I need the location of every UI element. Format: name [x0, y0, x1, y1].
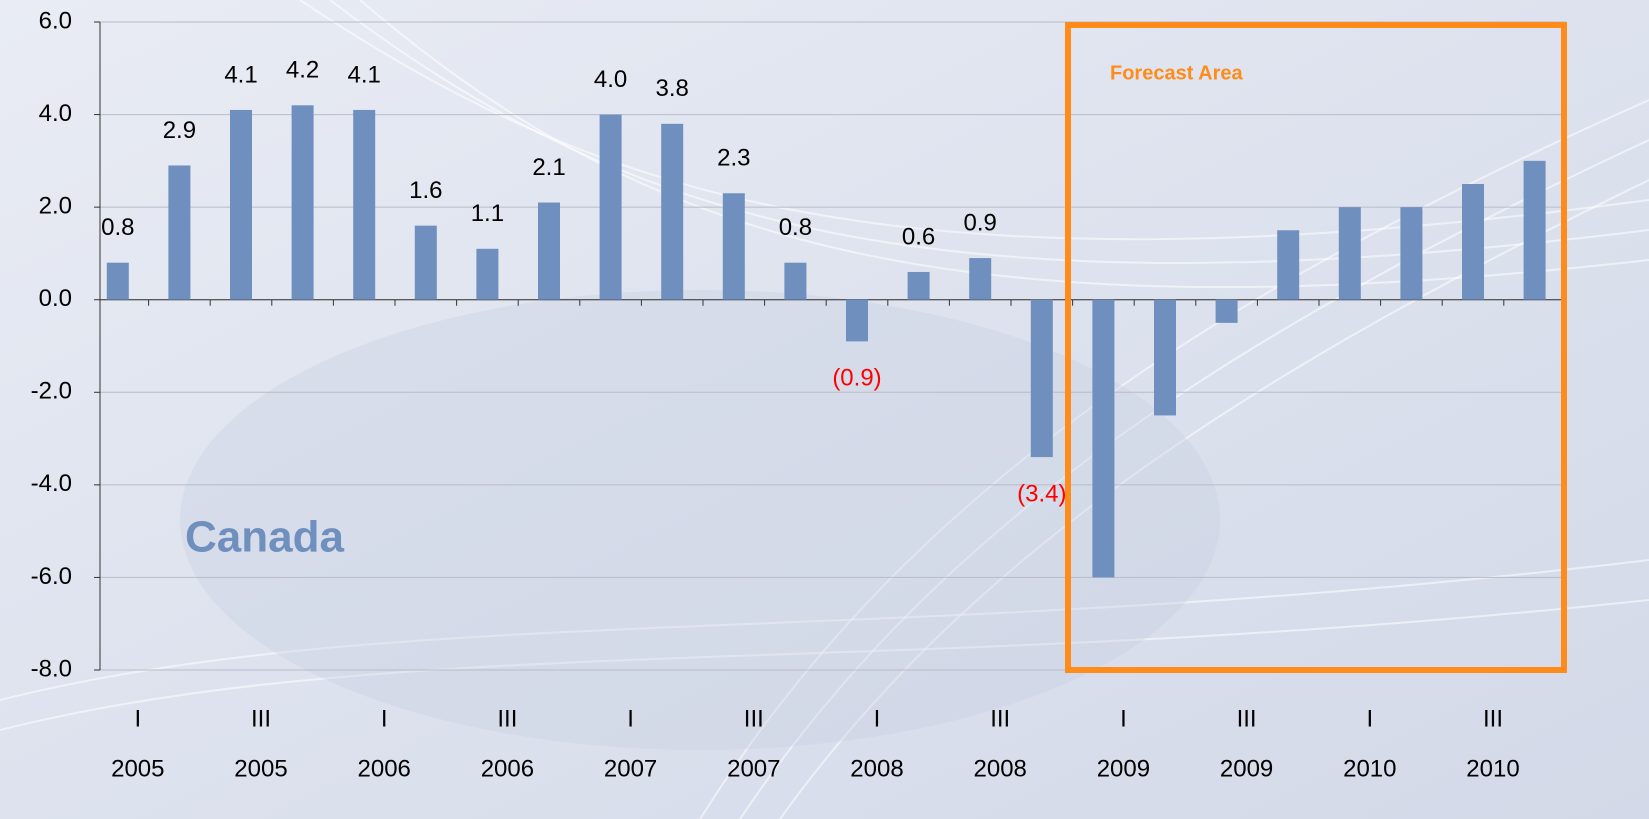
bar [538, 202, 560, 300]
x-tick-label: 2009 [1097, 755, 1150, 782]
bar [230, 109, 252, 300]
y-tick-label: -4.0 [31, 470, 72, 497]
value-label: 0.6 [902, 223, 935, 250]
bar [784, 262, 807, 300]
value-label: 0.8 [779, 214, 812, 241]
x-tick-label: 2005 [234, 755, 287, 782]
x-tick-label: I [134, 705, 141, 732]
x-tick-label: III [1237, 705, 1257, 732]
bar [353, 109, 376, 300]
y-tick-label: 6.0 [39, 7, 72, 34]
x-tick-label: 2009 [1220, 755, 1273, 782]
value-label: 1.6 [409, 177, 442, 204]
value-label: 2.1 [532, 154, 565, 181]
x-tick-label: I [1366, 705, 1373, 732]
value-label: 4.1 [348, 61, 381, 88]
x-tick-label: I [627, 705, 634, 732]
x-tick-label: 2010 [1343, 755, 1396, 782]
forecast-box [1065, 22, 1567, 673]
y-tick-label: 4.0 [39, 100, 72, 127]
x-tick-label: 2008 [974, 755, 1027, 782]
bar [1462, 184, 1484, 300]
bar [1092, 299, 1115, 578]
x-tick-label: III [1483, 705, 1503, 732]
bar [1215, 299, 1238, 323]
bar [661, 123, 684, 300]
y-tick-label: -6.0 [31, 563, 72, 590]
bar [1030, 299, 1053, 458]
x-tick-label: I [874, 705, 881, 732]
bar [476, 248, 499, 300]
bar [907, 271, 930, 300]
bar [414, 225, 437, 300]
value-label: 4.1 [224, 61, 257, 88]
x-tick-label: 2007 [727, 755, 780, 782]
bar [722, 193, 745, 300]
value-label: 4.2 [286, 57, 319, 84]
bar [1400, 207, 1423, 300]
y-tick-label: -8.0 [31, 655, 72, 682]
value-label: 4.0 [594, 66, 627, 93]
x-tick-label: 2006 [358, 755, 411, 782]
x-tick-label: III [744, 705, 764, 732]
bar [599, 114, 622, 300]
x-tick-label: 2005 [111, 755, 164, 782]
bar [1277, 230, 1300, 300]
value-label: (0.9) [832, 365, 881, 392]
value-label: 2.9 [163, 117, 196, 144]
x-tick-label: III [990, 705, 1010, 732]
country-label: Canada [185, 513, 344, 562]
background-map [180, 290, 1220, 750]
bar [1523, 160, 1546, 300]
x-tick-label: 2007 [604, 755, 657, 782]
value-label: 1.1 [471, 200, 504, 227]
bar [1338, 207, 1361, 300]
bar [969, 258, 992, 300]
value-label: 3.8 [656, 75, 689, 102]
y-tick-label: -2.0 [31, 378, 72, 405]
value-label: 0.9 [964, 209, 997, 236]
x-tick-label: I [381, 705, 388, 732]
x-tick-label: III [251, 705, 271, 732]
x-tick-label: 2010 [1466, 755, 1519, 782]
x-tick-label: III [497, 705, 517, 732]
bar [106, 262, 129, 300]
value-label: 2.3 [717, 145, 750, 172]
bar [168, 165, 191, 300]
x-tick-label: 2006 [481, 755, 534, 782]
x-tick-label: 2008 [850, 755, 903, 782]
value-label: (3.4) [1017, 480, 1066, 507]
y-tick-label: 2.0 [39, 192, 72, 219]
y-tick-label: 0.0 [39, 285, 72, 312]
bar [1154, 299, 1176, 416]
forecast-label: Forecast Area [1110, 62, 1244, 84]
bar [291, 105, 314, 300]
bar [846, 299, 868, 342]
x-tick-label: I [1120, 705, 1127, 732]
value-label: 0.8 [101, 214, 134, 241]
